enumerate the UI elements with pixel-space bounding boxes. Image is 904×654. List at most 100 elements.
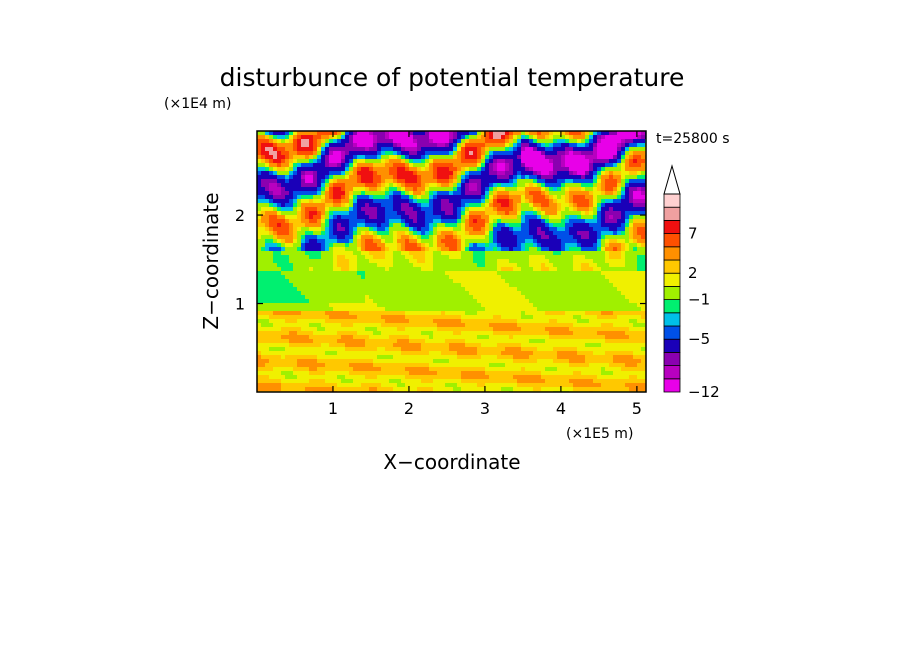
field-cell <box>449 307 454 312</box>
field-cell <box>485 303 490 308</box>
field-cell <box>289 295 294 300</box>
field-cell <box>617 255 622 260</box>
field-cell <box>281 199 286 204</box>
field-cell <box>465 147 470 152</box>
field-cell <box>413 287 418 292</box>
field-cell <box>509 279 514 284</box>
field-cell <box>621 307 626 312</box>
field-cell <box>445 331 450 336</box>
field-cell <box>313 187 318 192</box>
field-cell <box>593 155 598 160</box>
field-cell <box>421 167 426 172</box>
field-cell <box>601 287 606 292</box>
field-cell <box>605 291 610 296</box>
field-cell <box>257 207 262 212</box>
field-cell <box>477 199 482 204</box>
field-cell <box>305 199 310 204</box>
field-cell <box>505 143 510 148</box>
field-cell <box>529 251 534 256</box>
field-cell <box>425 215 430 220</box>
field-cell <box>421 227 426 232</box>
field-cell <box>637 159 642 164</box>
field-cell <box>613 283 618 288</box>
field-cell <box>641 287 646 292</box>
field-cell <box>537 143 542 148</box>
field-cell <box>481 283 486 288</box>
field-cell <box>449 171 454 176</box>
field-cell <box>585 163 590 168</box>
field-cell <box>505 231 510 236</box>
field-cell <box>569 179 574 184</box>
field-cell <box>309 243 314 248</box>
field-cell <box>277 131 282 136</box>
field-cell <box>553 239 558 244</box>
field-cell <box>365 167 370 172</box>
field-cell <box>557 219 562 224</box>
field-cell <box>477 151 482 156</box>
field-cell <box>369 211 374 216</box>
field-cell <box>405 315 410 320</box>
field-cell <box>509 255 514 260</box>
field-cell <box>577 259 582 264</box>
field-cell <box>333 291 338 296</box>
field-cell <box>557 139 562 144</box>
field-cell <box>521 215 526 220</box>
field-cell <box>293 263 298 268</box>
field-cell <box>585 239 590 244</box>
field-cell <box>361 251 366 256</box>
field-cell <box>273 271 278 276</box>
field-cell <box>349 199 354 204</box>
field-cell <box>417 175 422 180</box>
field-cell <box>537 255 542 260</box>
field-cell <box>429 283 434 288</box>
field-cell <box>441 259 446 264</box>
field-cell <box>337 147 342 152</box>
field-cell <box>473 247 478 252</box>
field-cell <box>537 195 542 200</box>
field-cell <box>273 143 278 148</box>
field-cell <box>629 159 634 164</box>
field-cell <box>329 259 334 264</box>
field-cell <box>621 191 626 196</box>
field-cell <box>257 307 262 312</box>
field-cell <box>581 295 586 300</box>
field-cell <box>313 235 318 240</box>
field-cell <box>469 231 474 236</box>
field-cell <box>333 215 338 220</box>
field-cell <box>609 327 614 332</box>
field-cell <box>357 279 362 284</box>
field-cell <box>473 331 478 336</box>
field-cell <box>289 131 294 136</box>
field-cell <box>565 191 570 196</box>
field-cell <box>341 163 346 168</box>
field-cell <box>325 299 330 304</box>
field-cell <box>397 283 402 288</box>
field-cell <box>513 227 518 232</box>
field-cell <box>593 147 598 152</box>
field-cell <box>369 283 374 288</box>
field-cell <box>561 315 566 320</box>
field-cell <box>589 175 594 180</box>
field-cell <box>537 331 542 336</box>
field-cell <box>613 227 618 232</box>
field-cell <box>613 243 618 248</box>
field-cell <box>257 171 262 176</box>
field-cell <box>377 219 382 224</box>
field-cell <box>329 267 334 272</box>
field-cell <box>393 319 398 324</box>
field-cell <box>409 243 414 248</box>
field-cell <box>469 247 474 252</box>
field-cell <box>321 311 326 316</box>
field-cell <box>525 195 530 200</box>
field-cell <box>597 323 602 328</box>
field-cell <box>521 219 526 224</box>
field-cell <box>441 163 446 168</box>
field-cell <box>593 299 598 304</box>
field-cell <box>429 287 434 292</box>
field-cell <box>441 267 446 272</box>
field-cell <box>421 203 426 208</box>
field-cell <box>433 303 438 308</box>
field-cell <box>589 299 594 304</box>
field-cell <box>405 287 410 292</box>
field-cell <box>517 235 522 240</box>
